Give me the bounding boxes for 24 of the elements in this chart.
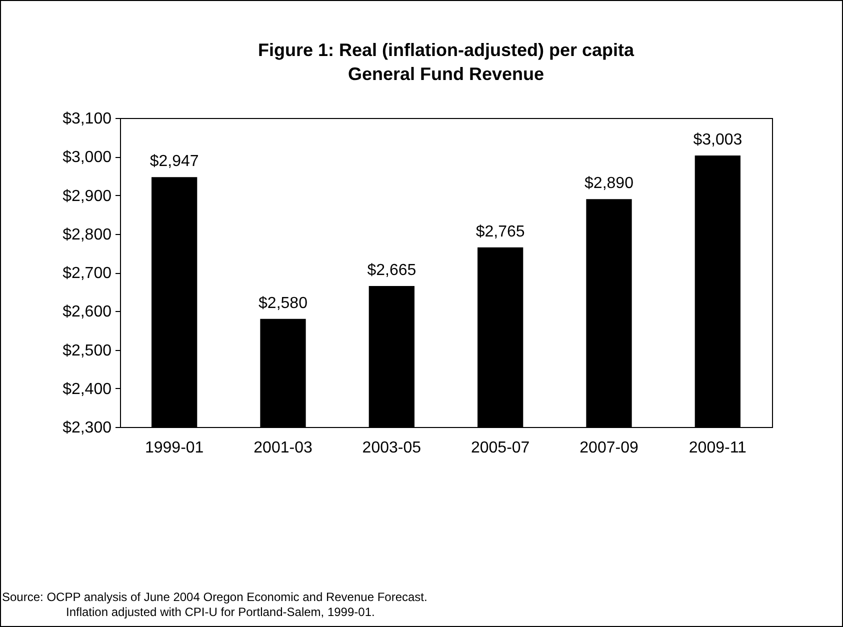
x-tick-label: 2007-09 bbox=[580, 440, 638, 456]
y-tick-label: $3,000 bbox=[62, 149, 112, 166]
x-tick-label: 1999-01 bbox=[144, 440, 204, 456]
text: Inflation adjusted with CPI-U for Portland-Salem, 1999-01. bbox=[65, 605, 376, 620]
source-note: Source: OCPP analysis of June 2004 Oregon Economic and Revenue Forecast. bbox=[2, 590, 428, 605]
x-tick-label: 2005-07 bbox=[470, 440, 530, 456]
data-label: $3,003 bbox=[693, 131, 742, 148]
y-tick-label: $2,400 bbox=[62, 380, 112, 398]
data-label: $2,665 bbox=[367, 262, 416, 280]
x-tick-label: 2001-03 bbox=[254, 440, 312, 456]
x-tick-label: 2009-11 bbox=[688, 440, 747, 456]
data-label: $2,580 bbox=[258, 294, 308, 312]
chart-title: Figure 1: Real (inflation-adjusted) per capita General Fund Revenue bbox=[258, 40, 636, 84]
y-tick-label: $3,100 bbox=[62, 110, 112, 128]
y-tick-label: $2,900 bbox=[62, 188, 112, 205]
y-tick-label: $2,800 bbox=[62, 226, 112, 244]
y-tick-label: $2,600 bbox=[62, 304, 112, 321]
y-tick-label: $2,700 bbox=[62, 265, 112, 282]
y-tick-label: $2,500 bbox=[62, 342, 112, 360]
data-label: $2,890 bbox=[584, 175, 634, 192]
x-tick-label: 2003-05 bbox=[362, 440, 422, 456]
y-tick-label: $2,300 bbox=[62, 420, 112, 436]
data-label: $2,947 bbox=[150, 153, 199, 170]
data-label: $2,765 bbox=[476, 223, 525, 240]
